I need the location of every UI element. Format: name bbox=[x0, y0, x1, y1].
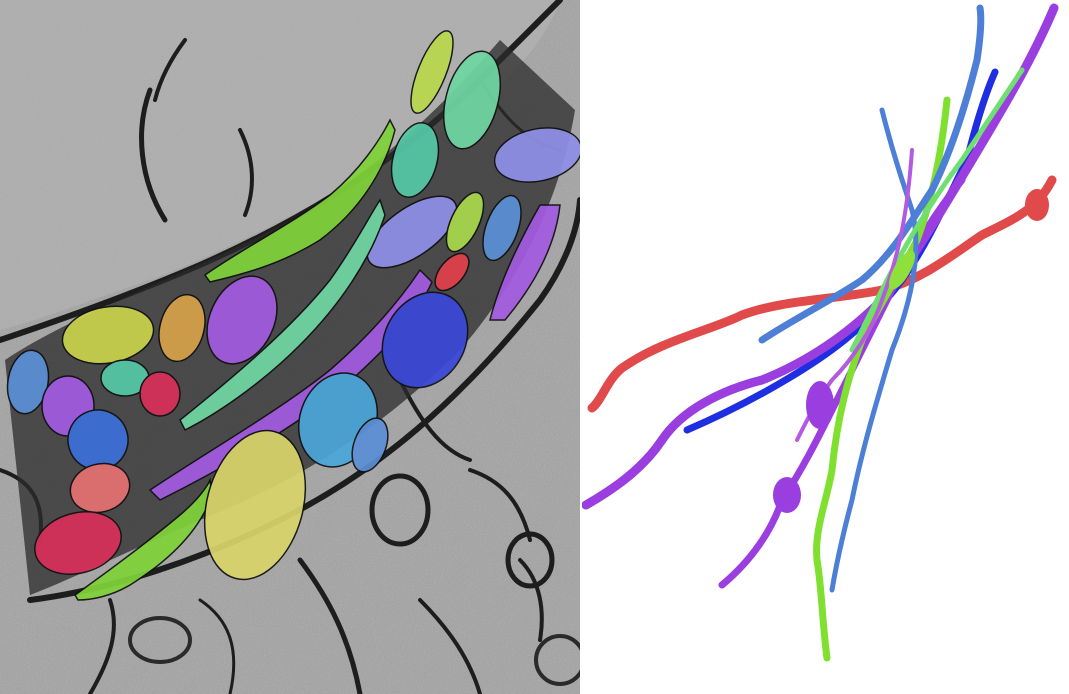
vesicle-ring bbox=[128, 616, 192, 664]
segment bbox=[410, 30, 454, 114]
em-micrograph bbox=[0, 0, 580, 694]
segment bbox=[442, 50, 502, 150]
neurite-strands bbox=[582, 3, 1059, 662]
neurite-steel-blue-2 bbox=[829, 107, 919, 593]
vesicle-ring bbox=[534, 634, 580, 686]
neurite-dark-blue bbox=[683, 68, 999, 434]
segment bbox=[158, 293, 206, 363]
neurite-bundle bbox=[5, 40, 575, 595]
soma-purple bbox=[806, 381, 834, 429]
segment bbox=[434, 252, 470, 292]
segment bbox=[179, 198, 386, 432]
reconstruction-panel bbox=[582, 0, 1069, 694]
segment bbox=[489, 204, 561, 321]
segment bbox=[206, 275, 278, 365]
segment bbox=[139, 371, 181, 417]
segment bbox=[493, 127, 580, 183]
neurite-steel-blue bbox=[758, 4, 985, 344]
segment bbox=[445, 191, 485, 253]
segment bbox=[381, 291, 469, 389]
segment bbox=[203, 118, 396, 283]
segment bbox=[390, 122, 440, 198]
vesicle-ring bbox=[505, 531, 555, 589]
vesicle-ring bbox=[369, 473, 431, 547]
neurite-red bbox=[587, 175, 1057, 413]
neurite-purple bbox=[582, 3, 1059, 510]
neurite-3d-render bbox=[582, 3, 1059, 662]
em-segmentation-panel bbox=[0, 0, 580, 694]
segment bbox=[69, 462, 131, 514]
neurite-light-green bbox=[849, 67, 1025, 353]
segment bbox=[34, 511, 122, 575]
soma-green bbox=[889, 250, 915, 290]
soma-purple-lower bbox=[773, 477, 801, 513]
segment bbox=[6, 349, 50, 415]
segment-group bbox=[6, 30, 580, 601]
segment bbox=[203, 429, 307, 581]
segment bbox=[366, 195, 458, 269]
segment bbox=[351, 417, 389, 473]
segment bbox=[482, 194, 522, 262]
soma-red bbox=[1025, 189, 1049, 221]
